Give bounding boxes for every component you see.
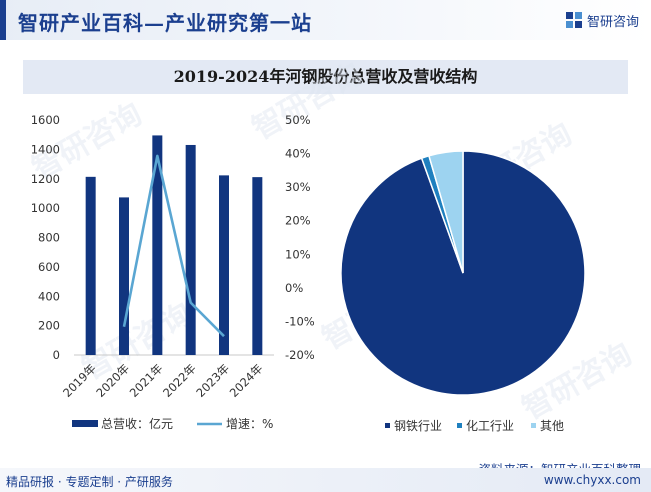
brand-logo[interactable]: 智研咨询 [565, 11, 639, 30]
y-tick-right: 20% [285, 214, 311, 228]
y-tick-right: -20% [285, 348, 315, 362]
footer-site-url[interactable]: www.chyxx.com [543, 473, 641, 487]
brand-logo-icon [565, 12, 582, 28]
pie-legend-swatch [531, 423, 536, 428]
pie-legend-label: 钢铁行业 [394, 419, 442, 433]
legend-swatch-revenue [72, 420, 98, 427]
pie-legend-swatch [385, 423, 390, 428]
y-tick-left: 0 [53, 348, 60, 362]
y-tick-left: 600 [38, 260, 60, 274]
y-tick-left: 1400 [31, 142, 60, 156]
y-tick-left: 1200 [31, 172, 60, 186]
y-tick-right: 30% [285, 180, 311, 194]
footer-tagline: 精品研报 · 专题定制 · 产研服务 [6, 475, 173, 489]
y-tick-left: 800 [38, 231, 60, 245]
bar [219, 175, 229, 355]
chart-title: 2019-2024年河钢股份总营收及营收结构 [173, 67, 478, 86]
bar [152, 135, 163, 355]
x-tick-label: 2022年 [160, 361, 199, 400]
footer-bar: 精品研报 · 专题定制 · 产研服务 www.chyxx.com [0, 468, 651, 492]
y-tick-left: 1600 [31, 113, 60, 127]
bar [119, 197, 129, 355]
growth-line [122, 154, 225, 338]
pie-slice [428, 150, 464, 274]
x-tick-label: 2020年 [93, 361, 132, 400]
x-tick-label: 2021年 [127, 361, 166, 400]
pie-legend-label: 化工行业 [466, 419, 514, 433]
legend-label-growth: 增速：% [226, 417, 273, 431]
y-tick-right: 50% [285, 113, 311, 127]
header-bar: 智研产业百科—产业研究第一站 智研咨询 [0, 0, 651, 40]
x-tick-label: 2023年 [193, 361, 232, 400]
y-tick-left: 400 [38, 289, 60, 303]
pie-legend-label: 其他 [540, 419, 564, 433]
site-title: 智研产业百科—产业研究第一站 [18, 11, 312, 35]
y-tick-right: 10% [285, 247, 311, 261]
chart-title-banner: 2019-2024年河钢股份总营收及营收结构 [23, 60, 628, 94]
x-tick-label: 2024年 [227, 361, 266, 400]
header-accent [0, 0, 6, 40]
pie-legend-swatch [457, 423, 462, 428]
y-tick-left: 1000 [31, 201, 60, 215]
brand-logo-text: 智研咨询 [586, 14, 639, 30]
y-tick-right: 40% [285, 147, 311, 161]
bar [252, 177, 263, 355]
bar [185, 144, 196, 355]
y-tick-left: 200 [38, 319, 60, 333]
x-tick-label: 2019年 [60, 361, 99, 400]
y-tick-right: 0% [285, 281, 303, 295]
legend-label-revenue: 总营收：亿元 [101, 416, 173, 431]
bar [85, 176, 96, 355]
y-tick-right: -10% [285, 314, 315, 328]
